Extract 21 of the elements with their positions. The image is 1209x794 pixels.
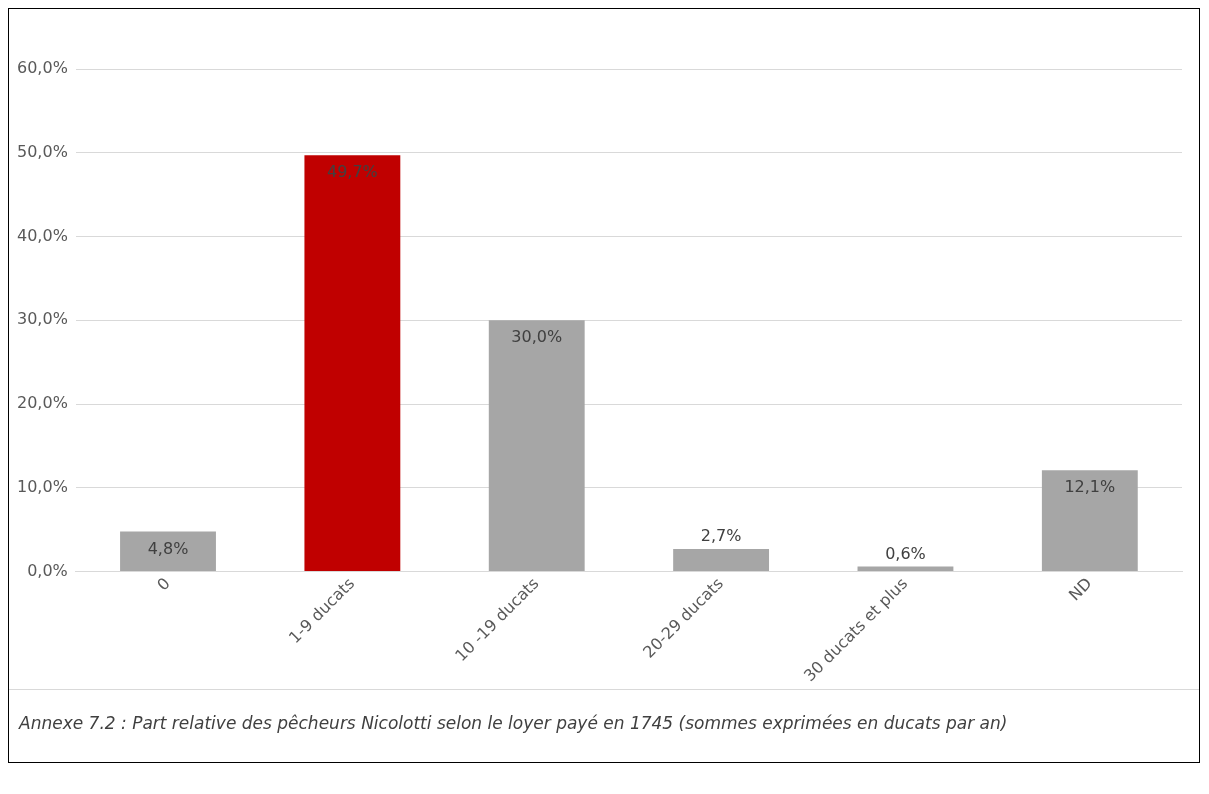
y-tick-label: 0,0% <box>27 560 68 580</box>
y-tick-label: 50,0% <box>17 141 68 161</box>
data-label: 30,0% <box>511 327 563 347</box>
data-label: 2,7% <box>700 526 742 546</box>
x-tick-label: ND <box>1064 573 1096 605</box>
data-label: 4,8% <box>147 538 189 558</box>
x-tick-label: 0 <box>153 573 174 595</box>
bar <box>1041 470 1138 572</box>
bar <box>304 155 401 572</box>
bar <box>673 549 770 572</box>
bar <box>120 531 216 572</box>
y-tick-label: 30,0% <box>17 309 68 329</box>
data-label: 49,7% <box>326 162 378 182</box>
bar <box>488 320 585 572</box>
data-label: 12,1% <box>1064 477 1116 497</box>
data-label: 0,6% <box>885 543 926 563</box>
y-tick-label: 10,0% <box>17 477 68 496</box>
y-tick-label: 20,0% <box>17 393 68 413</box>
y-tick-label: 40,0% <box>17 225 68 245</box>
text: Annexe 7.2 : Part relative des pêcheurs Nicolotti selon le loyer payé en 1745 (sommes exprimées en ducats par an) <box>17 712 1009 735</box>
y-tick-label: 60,0% <box>17 58 68 78</box>
